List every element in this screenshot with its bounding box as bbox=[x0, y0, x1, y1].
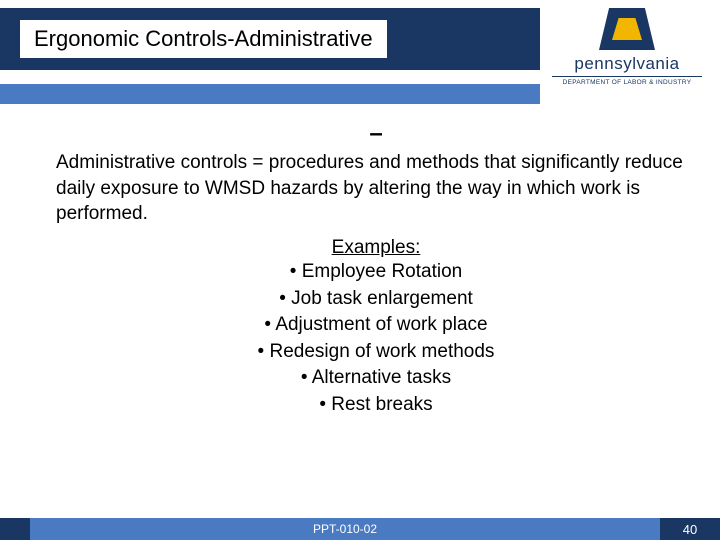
footer-doc-id: PPT-010-02 bbox=[30, 522, 660, 536]
slide-content: – Administrative controls = procedures a… bbox=[56, 120, 696, 418]
list-item-label: Employee Rotation bbox=[302, 261, 463, 282]
body-paragraph: Administrative controls = procedures and… bbox=[56, 150, 696, 227]
list-item: • Alternative tasks bbox=[56, 365, 696, 392]
logo-subline: DEPARTMENT OF LABOR & INDUSTRY bbox=[552, 76, 702, 86]
list-item-label: Alternative tasks bbox=[312, 367, 451, 388]
state-logo: pennsylvania DEPARTMENT OF LABOR & INDUS… bbox=[552, 8, 702, 86]
examples-heading: Examples: bbox=[56, 237, 696, 259]
footer-accent-left bbox=[0, 518, 30, 540]
header-divider bbox=[0, 84, 540, 104]
list-item-label: Job task enlargement bbox=[291, 288, 473, 309]
dash-mark: – bbox=[56, 120, 696, 148]
list-item: • Adjustment of work place bbox=[56, 312, 696, 339]
list-item-label: Redesign of work methods bbox=[269, 341, 494, 362]
examples-list: • Employee Rotation • Job task enlargeme… bbox=[56, 259, 696, 419]
footer-slide-number: 40 bbox=[660, 518, 720, 540]
keystone-icon bbox=[599, 8, 655, 50]
list-item: • Employee Rotation bbox=[56, 259, 696, 286]
list-item-label: Adjustment of work place bbox=[275, 314, 487, 335]
title-bar: Ergonomic Controls-Administrative bbox=[0, 8, 540, 70]
logo-wordmark: pennsylvania bbox=[552, 54, 702, 74]
list-item: • Job task enlargement bbox=[56, 286, 696, 313]
slide-title: Ergonomic Controls-Administrative bbox=[20, 20, 387, 58]
list-item: • Redesign of work methods bbox=[56, 339, 696, 366]
list-item-label: Rest breaks bbox=[331, 394, 432, 415]
list-item: • Rest breaks bbox=[56, 392, 696, 419]
slide-footer: PPT-010-02 40 bbox=[0, 518, 720, 540]
